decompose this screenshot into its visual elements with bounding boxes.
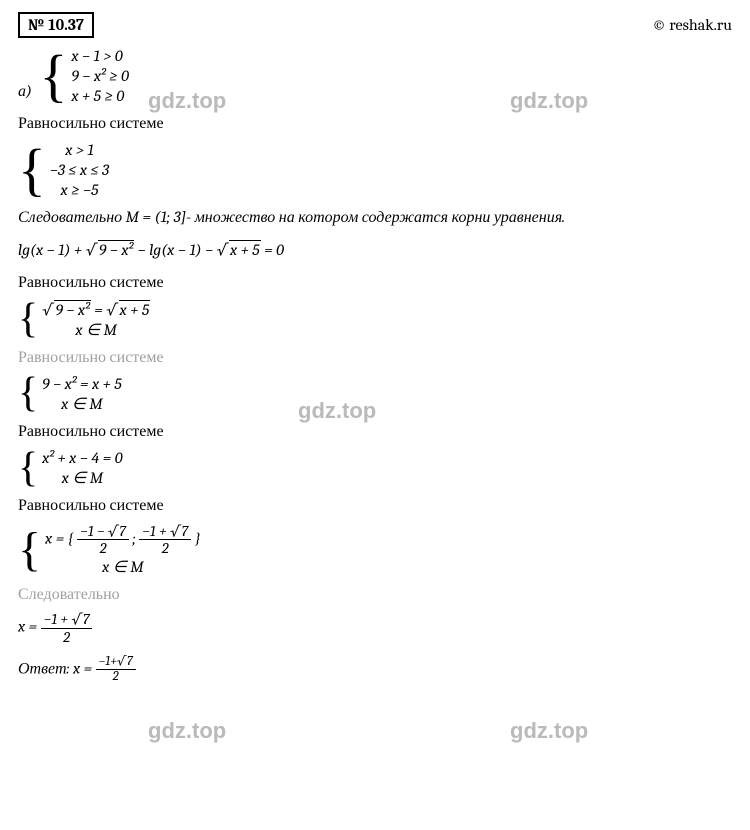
final-den: 2 bbox=[41, 629, 93, 646]
sys6-frac1-num: −1 − √7 bbox=[77, 523, 129, 541]
brace-icon: { bbox=[18, 150, 46, 191]
sys4-row1: 9 − x² = x + 5 bbox=[42, 374, 121, 394]
system-5: { x² + x − 4 = 0 x ∈ M bbox=[18, 448, 732, 488]
text-equiv-2: Равносильно системе bbox=[18, 271, 732, 293]
brace-icon: { bbox=[39, 56, 67, 97]
sys6-frac1-den: 2 bbox=[77, 540, 129, 557]
sys3-row2: x ∈ M bbox=[42, 320, 150, 340]
system-6: { x = { −1 − √7 2 ; −1 + √7 2 } x ∈ M bbox=[18, 523, 732, 577]
part-label: а) bbox=[18, 80, 32, 102]
sys6-frac2-den: 2 bbox=[139, 540, 191, 557]
problem-number-box: № 10.37 bbox=[18, 12, 94, 38]
sys4-row2: x ∈ M bbox=[42, 394, 121, 414]
text-hence: Следовательно bbox=[18, 583, 732, 605]
sys2-row3: x ≥ −5 bbox=[50, 180, 109, 200]
watermark-side: reshak.ru bbox=[0, 753, 2, 820]
answer-label: Ответ: bbox=[18, 660, 69, 678]
sys1-row1: x − 1 > 0 bbox=[71, 46, 129, 66]
answer-line: Ответ: x = −1+√7 2 bbox=[18, 655, 732, 685]
sys5-row2: x ∈ M bbox=[42, 468, 122, 488]
sys3-row1: 9 − x² = x + 5 bbox=[42, 300, 150, 320]
sys5-row1: x² + x − 4 = 0 bbox=[42, 448, 122, 468]
sys6-suffix: } bbox=[195, 529, 201, 547]
sys1-row3: x + 5 ≥ 0 bbox=[71, 86, 129, 106]
answer-x-prefix: x = bbox=[73, 660, 96, 678]
sys6-prefix: x = { bbox=[45, 529, 74, 547]
sys6-sep: ; bbox=[132, 529, 139, 547]
system-3: { 9 − x² = x + 5 x ∈ M bbox=[18, 300, 732, 340]
text-equiv-1: Равносильно системе bbox=[18, 112, 732, 134]
text-equiv-4: Равносильно системе bbox=[18, 420, 732, 442]
final-num: −1 + √7 bbox=[41, 611, 93, 629]
watermark: gdz.top bbox=[148, 718, 226, 744]
copyright: © reshak.ru bbox=[652, 16, 732, 34]
final-x: x = −1 + √7 2 bbox=[18, 611, 732, 645]
brace-icon: { bbox=[18, 305, 38, 334]
answer-den: 2 bbox=[96, 670, 136, 684]
system-2: { x > 1 −3 ≤ x ≤ 3 x ≥ −5 bbox=[18, 140, 732, 200]
system-1: а) { x − 1 > 0 9 − x² ≥ 0 x + 5 ≥ 0 bbox=[18, 46, 732, 106]
sys2-row2: −3 ≤ x ≤ 3 bbox=[50, 160, 109, 180]
sys6-row1: x = { −1 − √7 2 ; −1 + √7 2 } bbox=[45, 523, 201, 557]
brace-icon: { bbox=[18, 454, 38, 483]
brace-icon: { bbox=[18, 379, 38, 408]
sys2-row1: x > 1 bbox=[50, 140, 109, 160]
watermark: gdz.top bbox=[510, 718, 588, 744]
sys6-row2: x ∈ M bbox=[45, 557, 201, 577]
brace-icon: { bbox=[18, 533, 41, 567]
final-prefix: x = bbox=[18, 618, 41, 636]
sys6-frac2-num: −1 + √7 bbox=[139, 523, 191, 541]
main-equation: lg(x − 1) + 9 − x² − lg(x − 1) − x + 5 =… bbox=[18, 239, 732, 261]
sys1-row2: 9 − x² ≥ 0 bbox=[71, 66, 129, 86]
text-equiv-5: Равносильно системе bbox=[18, 494, 732, 516]
answer-num: −1+√7 bbox=[96, 655, 136, 670]
text-equiv-3: Равносильно системе bbox=[18, 346, 732, 368]
system-4: { 9 − x² = x + 5 x ∈ M bbox=[18, 374, 732, 414]
m-definition: Следовательно M = (1; 3]- множество на к… bbox=[18, 206, 732, 228]
